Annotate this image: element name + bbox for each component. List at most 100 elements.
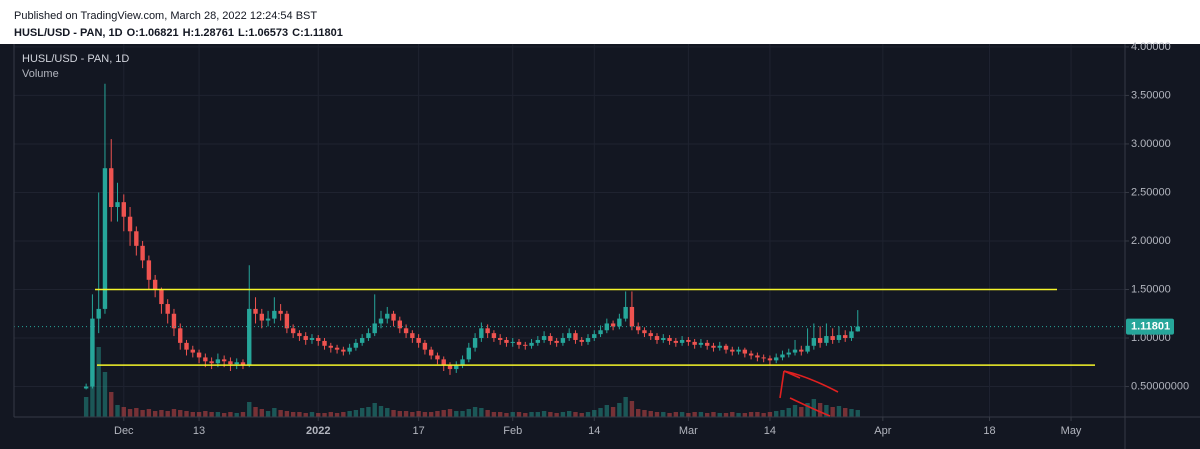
volume-bar: [115, 405, 120, 417]
candle-body: [385, 313, 390, 319]
volume-bar: [629, 401, 635, 417]
volume-bar: [479, 408, 484, 417]
volume-bar: [171, 409, 177, 417]
candle-body: [642, 330, 647, 334]
candle-body: [686, 339, 691, 342]
volume-bar: [573, 412, 578, 417]
candle-body: [466, 347, 472, 360]
volume-bar: [397, 411, 403, 417]
volume-bar: [96, 347, 101, 417]
x-tick-label: Apr: [874, 425, 891, 437]
candle-body: [767, 358, 773, 361]
candle-body: [403, 328, 409, 334]
volume-bar: [284, 411, 290, 417]
volume-bar: [134, 408, 139, 417]
candle-body: [742, 349, 748, 354]
candle-body: [504, 339, 509, 343]
candle-body: [836, 335, 842, 340]
volume-bar: [259, 409, 264, 417]
candle-body: [159, 289, 164, 305]
volume-bar: [755, 412, 760, 417]
candle-body: [447, 365, 453, 370]
volume-bar: [510, 412, 515, 417]
candle-body: [272, 310, 277, 319]
volume-bar: [623, 397, 628, 417]
volume-bar: [472, 407, 478, 417]
volume-bar: [855, 410, 860, 417]
candle-body: [366, 333, 371, 339]
volume-bar: [366, 407, 371, 417]
candle-body: [127, 216, 133, 232]
candle-body: [491, 333, 497, 339]
last-price-box: [1126, 318, 1174, 335]
volume-bar: [334, 413, 340, 417]
candle-body: [359, 338, 365, 343]
volume-bar: [184, 411, 189, 417]
volume-bar: [642, 410, 647, 417]
candle-body: [610, 323, 616, 327]
volume-bar: [711, 412, 716, 417]
candle-body: [140, 245, 145, 261]
volume-bar: [761, 413, 766, 417]
candle-body: [234, 362, 239, 365]
candle-body: [309, 338, 315, 340]
ohlc-key: O:: [127, 27, 139, 39]
y-tick-label: 1.50000: [1131, 283, 1171, 295]
candle-body: [184, 342, 189, 350]
candle-body: [554, 340, 559, 343]
y-tick-label: 2.00000: [1131, 235, 1171, 247]
candle-body: [711, 345, 716, 348]
candle-body: [623, 306, 628, 319]
volume-bar: [127, 409, 133, 417]
published: Published on TradingView.com, March 28, …: [14, 10, 317, 22]
y-tick-label: 0.50000000: [1131, 380, 1189, 392]
volume-bar: [799, 407, 804, 417]
candle-body: [736, 349, 741, 352]
candle-body: [441, 359, 446, 366]
volume-bar: [341, 412, 346, 417]
ohlc-key: L:: [238, 27, 248, 39]
candle-body: [428, 349, 434, 356]
volume-bar: [372, 403, 377, 417]
volume-bar: [541, 411, 547, 417]
candle-body: [190, 349, 195, 353]
candle-body: [240, 362, 246, 366]
volume-bar: [811, 399, 817, 417]
volume-layer: [83, 337, 860, 417]
candle-body: [849, 331, 854, 339]
candle-body: [560, 338, 566, 343]
volume-bar: [497, 412, 503, 417]
volume-bar: [592, 410, 597, 417]
y-tick-label: 1.00000: [1131, 332, 1171, 344]
x-tick-label: May: [1061, 425, 1082, 437]
candle-body: [416, 338, 421, 343]
volume-bar: [272, 408, 277, 417]
candle-body: [792, 349, 798, 353]
candle-body: [341, 349, 346, 352]
volume-bar: [717, 413, 722, 417]
volume-bar: [673, 412, 679, 417]
volume-bar: [535, 412, 541, 417]
volume-bar: [391, 410, 396, 417]
volume-bar: [579, 413, 584, 417]
symbol: HUSL/USD - PAN, 1D: [14, 27, 123, 39]
volume-bar: [830, 407, 835, 417]
candle-body: [654, 336, 660, 340]
y-tick-label: 3.00000: [1131, 138, 1171, 150]
candle-body: [322, 340, 327, 346]
volume-bar: [836, 406, 842, 417]
candle-body: [535, 339, 541, 343]
candle-body: [673, 340, 679, 343]
volume-bar: [422, 412, 428, 417]
candle-body: [805, 345, 810, 352]
candle-body: [817, 338, 823, 343]
volume-bar: [441, 410, 446, 417]
volume-bar: [485, 410, 490, 417]
candle-body: [247, 308, 252, 366]
candle-body: [221, 359, 227, 362]
candle-body: [109, 168, 114, 208]
candle-layer: [83, 83, 860, 390]
candle-body: [90, 318, 95, 387]
volume-bar: [817, 403, 823, 417]
x-tick-label: 17: [413, 425, 425, 437]
